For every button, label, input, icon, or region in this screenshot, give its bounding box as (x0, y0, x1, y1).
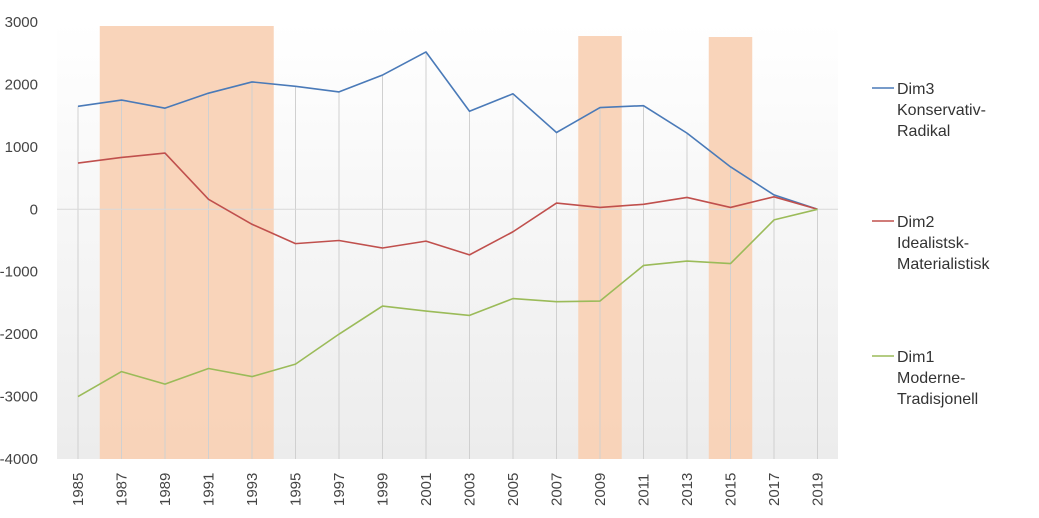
series-line-2 (77, 152, 818, 256)
legend-label: Radikal (897, 123, 950, 140)
legend-label: Dim2 (897, 214, 934, 231)
x-tick-label: 2003 (462, 473, 479, 506)
legend-label: Moderne- (897, 370, 965, 387)
x-tick-label: 1989 (157, 473, 174, 506)
series-lines (77, 51, 818, 398)
x-tick-label: 2011 (636, 474, 653, 506)
legend-label: Tradisjonell (897, 391, 978, 408)
series-line-1 (77, 51, 818, 211)
x-tick-label: 1995 (288, 473, 305, 506)
x-tick-label: 2015 (723, 473, 740, 506)
legend-label: Konservativ- (897, 102, 986, 119)
x-tick-label: 2009 (592, 473, 609, 506)
x-tick-label: 2007 (549, 473, 566, 506)
y-tick-label: 3000 (5, 14, 38, 31)
x-tick-label: 1991 (201, 473, 218, 506)
y-tick-label: -3000 (0, 389, 38, 406)
y-axis-tick-labels: 3000 2000 1000 0 -1000 -2000 -3000 -4000 (0, 14, 38, 468)
gridlines (77, 51, 818, 459)
x-tick-label: 2013 (679, 473, 696, 506)
x-tick-label: 1985 (70, 473, 87, 506)
legend-label: Dim1 (897, 349, 934, 366)
y-tick-label: -4000 (0, 451, 38, 468)
y-tick-label: 1000 (5, 139, 38, 156)
legend: Dim3 Konservativ- Radikal Dim2 Idealistsk- Ma… (872, 81, 990, 408)
x-tick-label: 1987 (114, 473, 131, 506)
legend-label: Materialistisk (897, 256, 990, 273)
series-line-3 (77, 208, 818, 398)
y-tick-label: 0 (30, 201, 38, 218)
x-tick-label: 2019 (810, 473, 827, 506)
x-axis-tick-labels: 1985 1987 1989 1991 1993 1995 1997 1999 2001 2003… (70, 473, 827, 506)
legend-label: Idealistsk- (897, 235, 969, 252)
x-tick-label: 1993 (244, 473, 261, 506)
x-tick-label: 2001 (418, 473, 435, 506)
x-tick-label: 2017 (766, 473, 783, 506)
y-tick-label: -1000 (0, 264, 38, 281)
x-tick-label: 1997 (331, 473, 348, 506)
y-tick-label: -2000 (0, 326, 38, 343)
y-tick-label: 2000 (5, 76, 38, 93)
x-tick-label: 1999 (375, 473, 392, 506)
legend-label: Dim3 (897, 81, 934, 98)
highlight-bands (99, 26, 753, 459)
x-tick-label: 2005 (505, 473, 522, 506)
highlight-band (99, 26, 274, 459)
